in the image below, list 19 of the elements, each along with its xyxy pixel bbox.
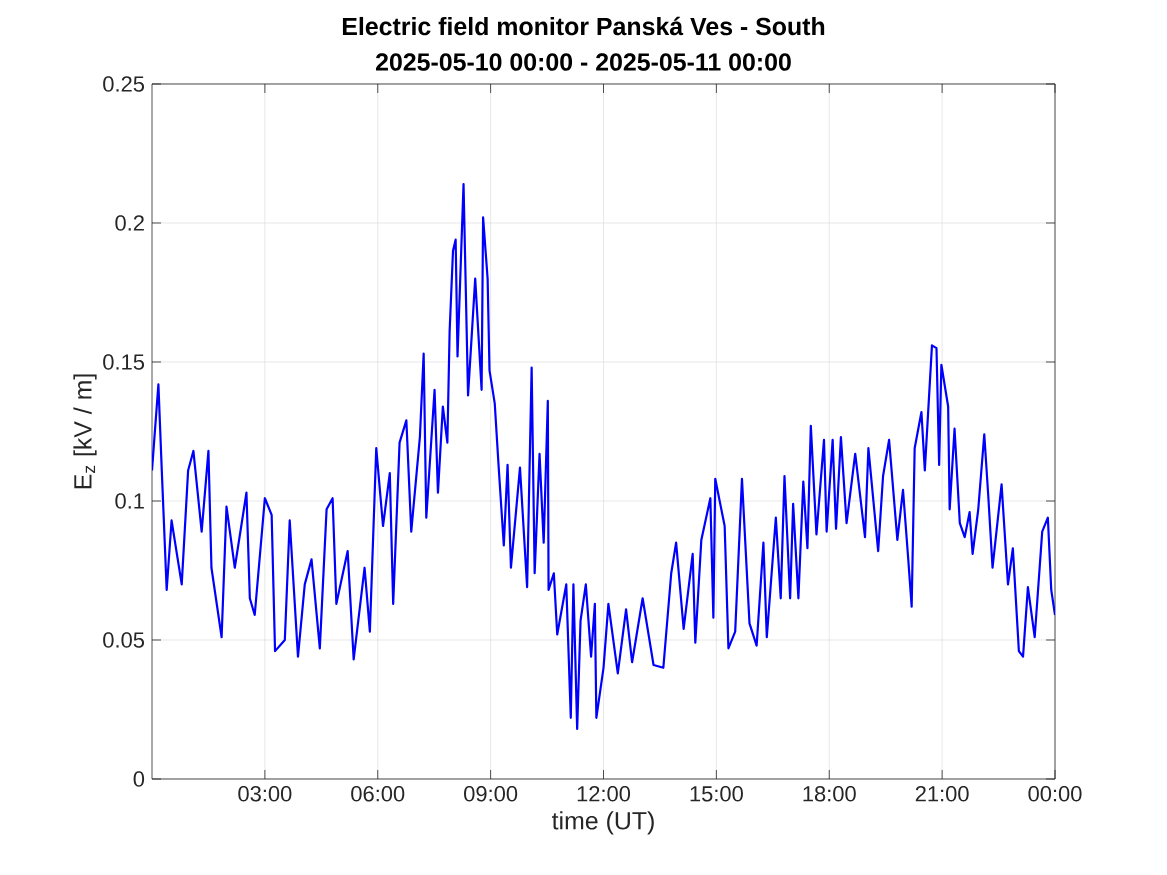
x-tick-label: 06:00: [351, 786, 405, 802]
y-tick-label: 0: [133, 771, 145, 787]
x-tick-label: 00:00: [1028, 786, 1082, 802]
chart-subtitle: 2025-05-10 00:00 - 2025-05-11 00:00: [375, 53, 791, 71]
x-tick-label: 12:00: [577, 786, 631, 802]
y-tick-label: 0.15: [103, 354, 145, 370]
x-tick-label: 03:00: [238, 786, 292, 802]
x-tick-label: 09:00: [464, 786, 518, 802]
x-tick-label: 15:00: [690, 786, 743, 802]
y-tick-label: 0.1: [115, 493, 144, 509]
line-series: [152, 182, 1056, 731]
y-tick-label: 0.25: [103, 76, 145, 92]
x-axis-title: time (UT): [552, 811, 654, 835]
y-axis-title: E$_{z}$ [kV / m]: [73, 374, 97, 489]
x-tick-label: 21:00: [915, 786, 969, 802]
chart-title: Electric field monitor Panská Ves - South: [342, 16, 825, 36]
y-tick-label: 0.2: [115, 215, 144, 231]
x-tick-label: 18:00: [803, 786, 856, 802]
y-tick-label: 0.05: [103, 632, 145, 648]
